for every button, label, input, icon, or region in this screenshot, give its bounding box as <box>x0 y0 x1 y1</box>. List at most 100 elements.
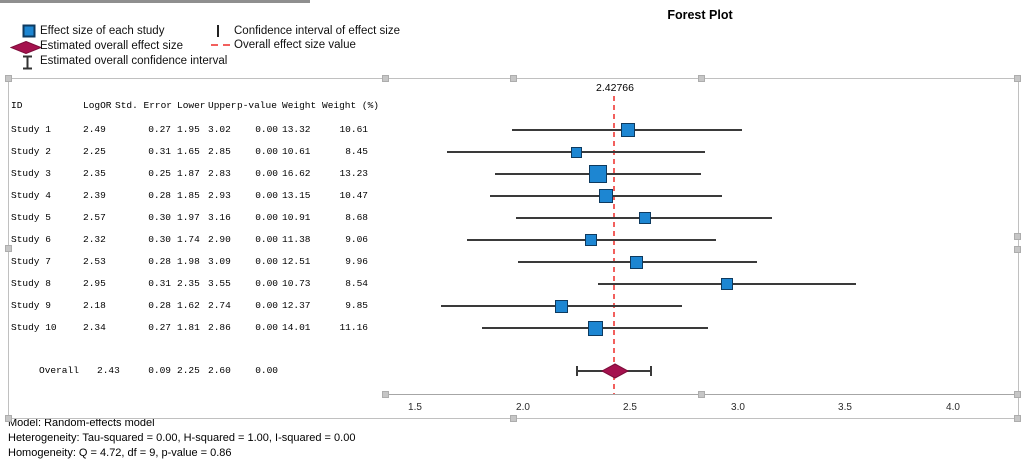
selection-handle[interactable] <box>698 75 705 82</box>
table-cell-upper: 2.60 <box>208 365 231 376</box>
table-cell-upper: 2.90 <box>208 234 231 245</box>
table-cell-pvalue: 0.00 <box>255 278 278 289</box>
table-header-cell: Weight (%) <box>322 100 380 111</box>
table-cell-weight-pct: 13.23 <box>339 168 368 179</box>
selection-handle[interactable] <box>1014 233 1021 240</box>
table-cell-weight-pct: 11.16 <box>339 322 368 333</box>
table-cell-upper: 2.85 <box>208 146 231 157</box>
table-cell-weight-pct: 9.85 <box>345 300 368 311</box>
table-cell-id: Overall <box>39 365 79 376</box>
effect-size-marker[interactable] <box>555 300 568 313</box>
table-cell-stderr: 0.31 <box>148 146 171 157</box>
table-cell-lower: 2.35 <box>177 278 200 289</box>
table-header-cell: Std. Error <box>115 100 173 111</box>
overall-value-dash-icon <box>211 43 231 47</box>
footnote-homogeneity: Homogeneity: Q = 4.72, df = 9, p-value =… <box>8 447 232 459</box>
selection-handle[interactable] <box>1014 246 1021 253</box>
table-cell-logor: 2.95 <box>83 278 106 289</box>
table-cell-logor: 2.18 <box>83 300 106 311</box>
table-header-cell: ID <box>11 100 23 111</box>
effect-size-marker[interactable] <box>589 165 607 183</box>
effect-size-marker[interactable] <box>721 278 733 290</box>
scrollbar-fragment[interactable] <box>0 0 310 3</box>
selection-handle[interactable] <box>510 415 517 422</box>
selection-handle[interactable] <box>1014 391 1021 398</box>
table-cell-weight: 10.91 <box>282 212 311 223</box>
table-cell-logor: 2.25 <box>83 146 106 157</box>
table-cell-id: Study 2 <box>11 146 51 157</box>
table-cell-stderr: 0.28 <box>148 256 171 267</box>
table-cell-weight-pct: 10.47 <box>339 190 368 201</box>
table-cell-weight: 12.37 <box>282 300 311 311</box>
table-cell-lower: 2.25 <box>177 365 200 376</box>
table-cell-stderr: 0.30 <box>148 212 171 223</box>
table-cell-logor: 2.49 <box>83 124 106 135</box>
effect-size-marker[interactable] <box>630 256 643 269</box>
table-cell-upper: 2.93 <box>208 190 231 201</box>
table-cell-id: Study 7 <box>11 256 51 267</box>
selection-handle[interactable] <box>1014 415 1021 422</box>
effect-size-marker[interactable] <box>585 234 597 246</box>
selection-handle[interactable] <box>382 391 389 398</box>
effect-size-marker[interactable] <box>571 147 582 158</box>
table-cell-id: Study 5 <box>11 212 51 223</box>
table-cell-stderr: 0.31 <box>148 278 171 289</box>
table-cell-weight-pct: 9.06 <box>345 234 368 245</box>
effect-size-marker[interactable] <box>621 123 635 137</box>
x-tick-label: 3.0 <box>731 402 745 413</box>
table-cell-weight: 10.61 <box>282 146 311 157</box>
selection-handle[interactable] <box>1014 75 1021 82</box>
table-cell-pvalue: 0.00 <box>255 322 278 333</box>
legend-label-overall-value: Overall effect size value <box>234 39 356 51</box>
x-tick-label: 4.0 <box>946 402 960 413</box>
x-tick-label: 3.5 <box>838 402 852 413</box>
footnote-model: Model: Random-effects model <box>8 417 155 429</box>
table-cell-upper: 3.16 <box>208 212 231 223</box>
table-cell-upper: 3.02 <box>208 124 231 135</box>
table-cell-stderr: 0.28 <box>148 190 171 201</box>
table-cell-pvalue: 0.00 <box>255 256 278 267</box>
table-cell-pvalue: 0.00 <box>255 300 278 311</box>
table-cell-stderr: 0.27 <box>148 124 171 135</box>
effect-size-marker[interactable] <box>588 321 603 336</box>
effect-size-marker[interactable] <box>599 189 613 203</box>
table-cell-pvalue: 0.00 <box>255 212 278 223</box>
table-cell-stderr: 0.27 <box>148 322 171 333</box>
table-cell-weight-pct: 8.54 <box>345 278 368 289</box>
table-cell-stderr: 0.28 <box>148 300 171 311</box>
ci-vertical-line-icon <box>216 24 220 38</box>
table-header-cell: Upper <box>208 100 237 111</box>
effect-size-marker[interactable] <box>639 212 651 224</box>
table-cell-lower: 1.95 <box>177 124 200 135</box>
table-cell-weight: 10.73 <box>282 278 311 289</box>
selection-handle[interactable] <box>382 75 389 82</box>
table-cell-upper: 2.83 <box>208 168 231 179</box>
table-cell-weight-pct: 10.61 <box>339 124 368 135</box>
selection-handle[interactable] <box>5 245 12 252</box>
effect-size-square-icon <box>22 24 36 38</box>
table-cell-pvalue: 0.00 <box>255 190 278 201</box>
table-cell-lower: 1.62 <box>177 300 200 311</box>
overall-effect-diamond[interactable] <box>601 363 629 379</box>
selection-handle[interactable] <box>5 415 12 422</box>
selection-handle[interactable] <box>5 75 12 82</box>
table-cell-lower: 1.65 <box>177 146 200 157</box>
chart-title: Forest Plot <box>667 8 733 22</box>
table-header-cell: p-value <box>237 100 277 111</box>
table-cell-stderr: 0.25 <box>148 168 171 179</box>
table-cell-pvalue: 0.00 <box>255 124 278 135</box>
table-cell-logor: 2.43 <box>97 365 120 376</box>
table-cell-id: Study 10 <box>11 322 57 333</box>
overall-effect-diamond-icon <box>10 41 42 54</box>
table-cell-weight: 14.01 <box>282 322 311 333</box>
table-cell-lower: 1.98 <box>177 256 200 267</box>
selection-handle[interactable] <box>510 75 517 82</box>
table-cell-lower: 1.97 <box>177 212 200 223</box>
table-cell-lower: 1.81 <box>177 322 200 333</box>
table-cell-id: Study 8 <box>11 278 51 289</box>
table-cell-pvalue: 0.00 <box>255 365 278 376</box>
selection-handle[interactable] <box>698 391 705 398</box>
table-cell-pvalue: 0.00 <box>255 168 278 179</box>
table-cell-stderr: 0.30 <box>148 234 171 245</box>
table-cell-weight: 11.38 <box>282 234 311 245</box>
